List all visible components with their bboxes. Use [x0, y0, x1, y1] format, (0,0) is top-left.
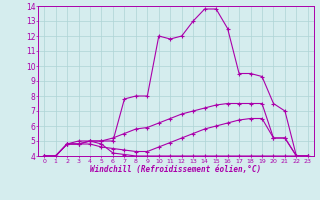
X-axis label: Windchill (Refroidissement éolien,°C): Windchill (Refroidissement éolien,°C) — [91, 165, 261, 174]
